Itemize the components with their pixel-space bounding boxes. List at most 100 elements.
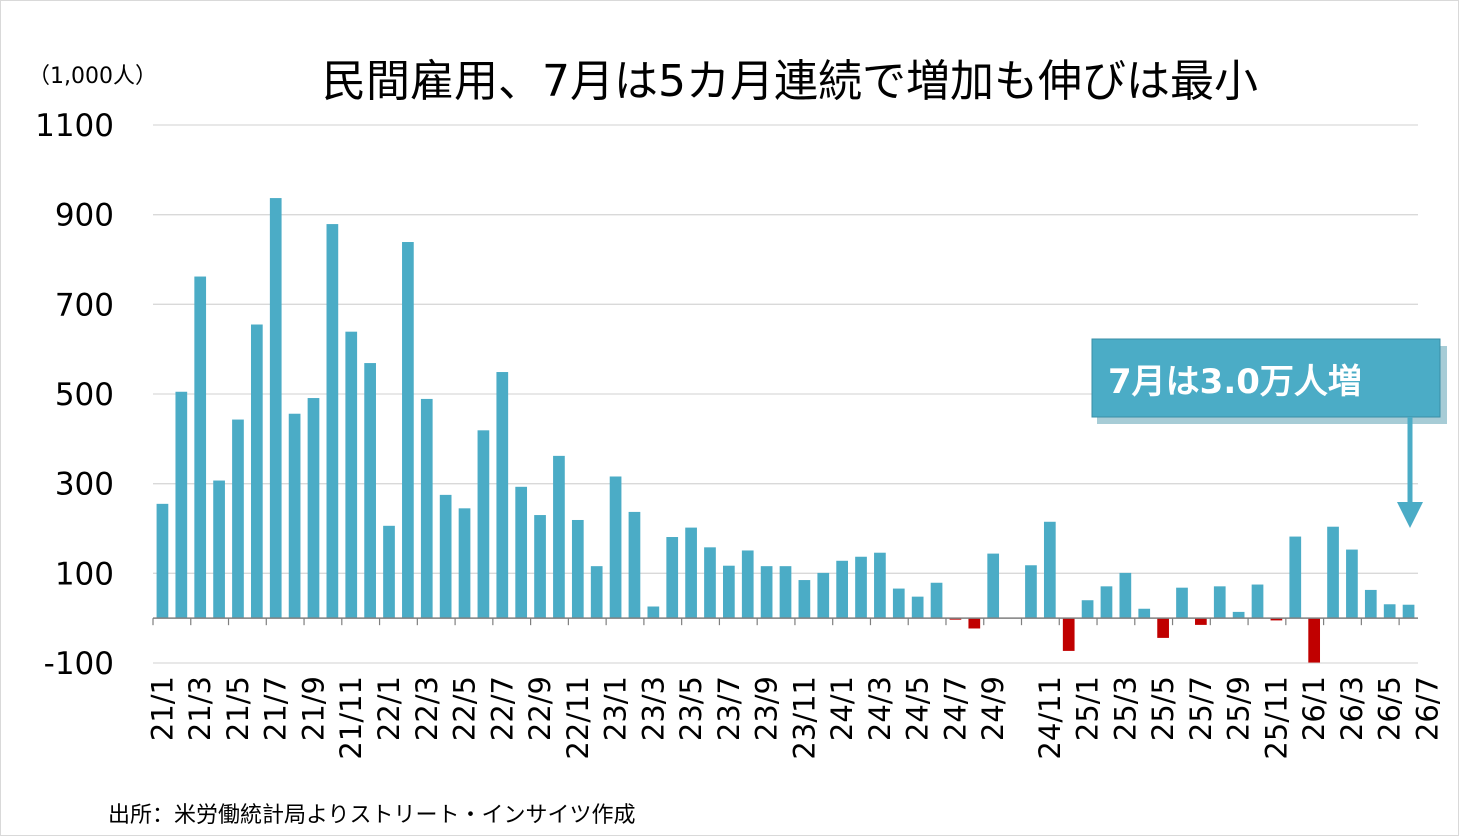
bar-25/12 [1270, 618, 1283, 621]
bar-26/4 [1346, 549, 1358, 619]
bar-26/2 [1308, 618, 1321, 663]
bar-24/2 [855, 556, 867, 619]
x-tick-label: 25/9 [1222, 676, 1256, 741]
bar-26/3 [1327, 526, 1339, 619]
bar-22/12 [590, 566, 603, 619]
y-tick-label: 1100 [35, 108, 114, 144]
x-tick-label: 26/5 [1373, 676, 1407, 741]
bar-23/12 [817, 572, 830, 619]
bar-21/9 [307, 398, 320, 619]
x-tick-label: 21/3 [183, 676, 217, 741]
bar-23/1 [609, 476, 622, 619]
bar-22/3 [420, 398, 433, 619]
x-tick-label: 25/3 [1108, 676, 1142, 741]
bar-21/10 [326, 224, 339, 619]
bar-22/10 [553, 455, 565, 619]
bar-22/9 [534, 515, 546, 619]
bar-24/4 [892, 588, 905, 619]
bar-24/5 [911, 596, 924, 619]
bar-22/2 [402, 242, 414, 619]
y-tick-label: -100 [44, 646, 114, 682]
y-axis-ticks: -100 100 300 500 700 900 1100 [35, 108, 114, 682]
bar-21/11 [345, 331, 358, 619]
bar-26/5 [1364, 589, 1377, 619]
x-tick-label: 24/9 [976, 676, 1010, 741]
x-tick-label: 24/5 [901, 676, 935, 741]
bar-24/1 [836, 560, 848, 619]
callout: 7月は3.0万人増 [1091, 338, 1447, 528]
bar-25/8 [1195, 618, 1207, 625]
y-tick-label: 300 [55, 467, 114, 503]
bar-25/3 [1100, 586, 1113, 619]
bar-24/6 [930, 582, 943, 619]
x-tick-label: 23/3 [636, 676, 670, 741]
bar-22/4 [439, 494, 452, 619]
x-tick-label: 26/1 [1297, 676, 1331, 741]
bar-22/5 [458, 508, 471, 619]
callout-box [1091, 338, 1441, 418]
bar-22/6 [477, 430, 490, 619]
bar-21/12 [364, 363, 376, 619]
bar-22/1 [383, 525, 395, 619]
bar-25/10 [1232, 611, 1245, 619]
bar-23/3 [647, 606, 660, 619]
x-tick-label: 22/5 [448, 676, 482, 741]
bar-25/11 [1251, 584, 1264, 619]
x-tick-label: 23/5 [674, 676, 708, 741]
x-tick-label: 24/11 [1033, 676, 1067, 760]
bar-21/4 [213, 480, 225, 619]
bar-24/3 [874, 552, 886, 619]
bar-24/8 [968, 618, 981, 629]
x-tick-label: 22/7 [485, 676, 519, 741]
bar-25/7 [1176, 587, 1188, 619]
x-tick-label: 24/3 [863, 676, 897, 741]
source-note: 出所：米労働統計局よりストリート・インサイツ作成 [108, 803, 636, 828]
bar-25/2 [1081, 600, 1094, 619]
bar-26/6 [1383, 604, 1396, 619]
bar-21/3 [194, 276, 207, 619]
x-axis-ticks: 21/1 21/3 21/5 21/7 21/9 21/11 22/1 22/3 22/5 22/… [145, 676, 1444, 760]
bar-23/5 [685, 527, 697, 619]
callout-text: 7月は3.0万人増 [1108, 362, 1362, 402]
bar-21/6 [250, 324, 263, 619]
bar-23/8 [741, 550, 754, 619]
x-tick-label: 25/11 [1259, 676, 1293, 760]
x-tick-label: 26/3 [1335, 676, 1369, 741]
bar-22/11 [571, 519, 584, 619]
x-tick-label: 22/1 [372, 676, 406, 741]
bar-24/9 [987, 553, 1000, 619]
bar-23/11 [798, 580, 811, 619]
callout-arrow-head [1397, 502, 1423, 528]
bar-25/5 [1138, 608, 1151, 619]
bar-25/9 [1213, 586, 1226, 619]
x-tick-label: 23/11 [787, 676, 821, 760]
bar-21/7 [269, 198, 282, 619]
bar-25/4 [1119, 572, 1132, 619]
y-axis-unit: （1,000人） [28, 64, 157, 89]
bar-25/1 [1062, 618, 1075, 651]
x-tick-label: 21/7 [259, 676, 293, 741]
x-tick-label: 22/9 [523, 676, 557, 741]
x-tick-label: 24/1 [825, 676, 859, 741]
x-tick-label: 22/3 [410, 676, 444, 741]
bar-23/9 [760, 566, 773, 619]
x-tick-label: 22/11 [561, 676, 595, 760]
bar-26/7 [1402, 604, 1415, 619]
x-tick-label: 23/1 [599, 676, 633, 741]
x-tick-label: 26/7 [1410, 676, 1444, 741]
x-axis [152, 617, 1418, 626]
bar-23/4 [666, 537, 679, 619]
bar-23/2 [628, 511, 641, 619]
x-tick-label: 21/1 [145, 676, 179, 741]
y-tick-label: 700 [55, 287, 114, 323]
bar-24/11 [1025, 565, 1037, 619]
bar-22/8 [515, 486, 528, 619]
bar-21/2 [175, 391, 188, 619]
bar-26/1 [1289, 536, 1302, 619]
chart-title: 民間雇用、7月は5カ月連続で増加も伸びは最小 [322, 56, 1258, 107]
x-tick-label: 21/9 [296, 676, 330, 741]
bar-21/1 [156, 503, 169, 619]
x-tick-label: 25/1 [1071, 676, 1105, 741]
x-tick-label: 21/11 [334, 676, 368, 760]
